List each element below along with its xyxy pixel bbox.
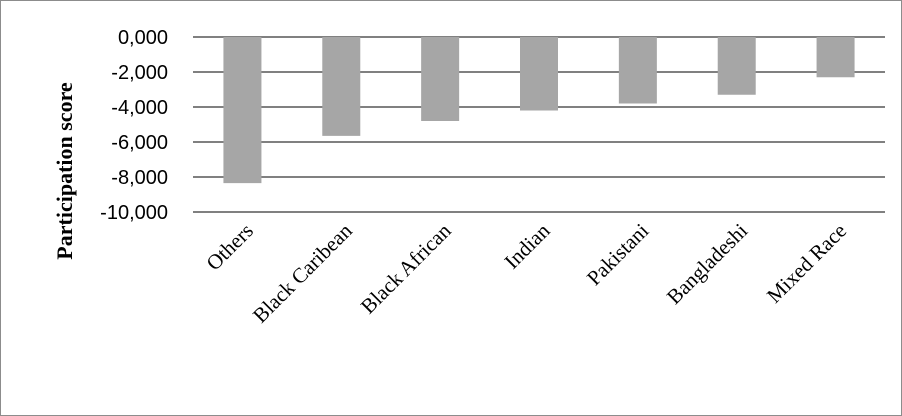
gridlines — [193, 36, 885, 213]
bar — [618, 37, 657, 104]
x-tick-label: Indian — [500, 218, 555, 273]
y-tick-label: 0,000 — [118, 27, 168, 49]
bars — [223, 37, 855, 184]
y-axis-label: Participation score — [52, 82, 77, 260]
x-tick-label: Black Caribean — [248, 218, 357, 327]
bar — [816, 37, 855, 78]
y-tick-label: -4,000 — [111, 97, 168, 119]
bar — [421, 37, 460, 121]
y-tick-label: -6,000 — [111, 132, 168, 154]
bar — [520, 37, 558, 111]
y-tick-labels: 0,000 -2,000 -4,000 -6,000 -8,000 -10,000 — [100, 27, 168, 224]
bar — [322, 37, 361, 136]
x-tick-label: Bangladeshi — [662, 218, 752, 308]
y-tick-label: -8,000 — [111, 167, 168, 189]
x-tick-label: Others — [201, 219, 258, 276]
bar — [717, 37, 756, 95]
y-tick-label: -10,000 — [100, 202, 168, 224]
x-tick-label: Pakistani — [582, 218, 654, 290]
bar — [223, 37, 262, 184]
x-tick-label: Black African — [356, 218, 456, 318]
y-tick-label: -2,000 — [111, 62, 168, 84]
x-tick-label: Mixed Race — [762, 219, 851, 308]
